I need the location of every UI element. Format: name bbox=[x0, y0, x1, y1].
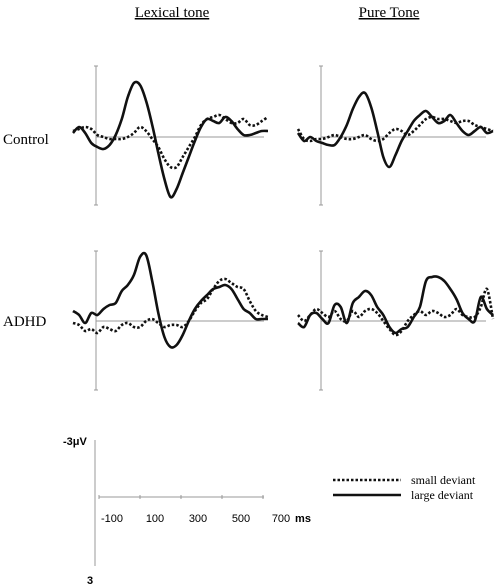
legend: small deviant large deviant bbox=[333, 473, 476, 502]
x-unit-label: ms bbox=[295, 513, 311, 525]
panel-pure-tone-adhd bbox=[297, 250, 495, 391]
series-line-small-deviant bbox=[296, 115, 494, 143]
column-title-pure-tone: Pure Tone bbox=[359, 5, 420, 21]
series-line-large-deviant bbox=[296, 91, 494, 169]
series-line-small-deviant bbox=[72, 113, 269, 170]
x-tick-label: 500 bbox=[232, 513, 250, 525]
panel-pure-tone-control bbox=[296, 65, 494, 206]
scale-bar: -100 100 300 500 700 ms -3μV 3 bbox=[63, 436, 311, 587]
panel-grid bbox=[72, 65, 495, 391]
x-tick-label: 300 bbox=[189, 513, 207, 525]
panel-lexical-tone-adhd bbox=[72, 250, 269, 391]
column-title-lexical-tone: Lexical tone bbox=[135, 5, 210, 21]
panel-lexical-tone-control bbox=[72, 65, 269, 206]
series-line-small-deviant bbox=[72, 277, 269, 335]
row-title-adhd: ADHD bbox=[3, 314, 46, 330]
x-tick-label: 100 bbox=[146, 513, 164, 525]
scale-x-ticks bbox=[98, 495, 264, 499]
series-line-large-deviant bbox=[297, 275, 494, 335]
row-title-control: Control bbox=[3, 132, 49, 148]
x-tick-label: -100 bbox=[101, 513, 123, 525]
x-tick-label: 700 bbox=[272, 513, 290, 525]
series-line-large-deviant bbox=[72, 251, 268, 349]
y-tick-label-top: -3μV bbox=[63, 436, 88, 448]
y-tick-label-bottom: 3 bbox=[87, 575, 93, 587]
series-line-small-deviant bbox=[297, 287, 495, 337]
series-line-large-deviant bbox=[72, 80, 269, 199]
legend-label-large-deviant: large deviant bbox=[411, 488, 474, 502]
legend-label-small-deviant: small deviant bbox=[411, 473, 476, 487]
